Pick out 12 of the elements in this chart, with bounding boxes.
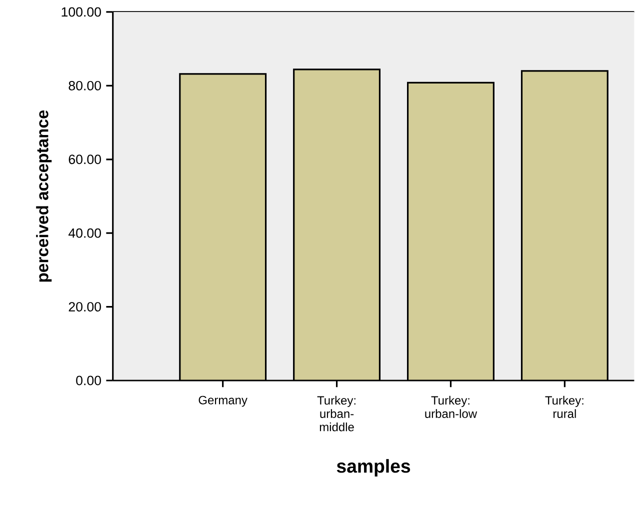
y-tick-label: 60.00: [68, 154, 101, 164]
y-tick-label: 80.00: [68, 80, 101, 90]
y-tick-label: 40.00: [68, 228, 101, 238]
x-tick-label: Turkey: urban-middle: [317, 396, 356, 432]
x-tick-label: Turkey: urban-low: [425, 396, 478, 418]
y-tick-label: 20.00: [68, 302, 101, 312]
y-tick-label: 100.00: [62, 7, 101, 17]
x-tick-label: Germany: [198, 396, 248, 407]
x-tick-label: Turkey: rural: [545, 396, 584, 418]
x-axis-title: samples: [336, 458, 410, 476]
y-axis-title: perceived acceptance: [36, 110, 52, 282]
y-tick-label: 0.00: [76, 376, 101, 386]
